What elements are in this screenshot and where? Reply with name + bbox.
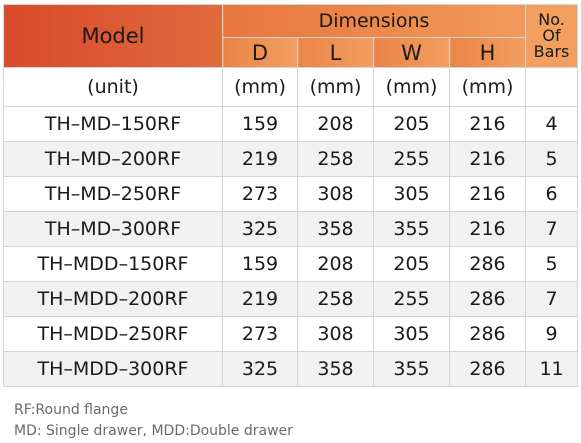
cell-l: 308: [297, 316, 374, 352]
cell-w: 355: [373, 351, 450, 387]
unit-row: (unit) (mm) (mm) (mm) (mm): [3, 67, 579, 107]
cell-w: 305: [373, 176, 450, 212]
cell-bars: 5: [525, 246, 579, 282]
header-model: Model: [3, 4, 223, 68]
header-dimensions: Dimensions: [221, 4, 527, 38]
cell-w: 205: [373, 106, 450, 142]
cell-w: 255: [373, 281, 450, 317]
cell-d: 273: [222, 316, 298, 352]
cell-l: 258: [297, 141, 374, 177]
cell-l: 358: [297, 211, 374, 247]
cell-d: 159: [222, 106, 298, 142]
cell-model: TH–MDD–200RF: [3, 281, 223, 317]
unit-l: (mm): [297, 67, 374, 107]
table-row: TH–MD–150RF 159 208 205 216 4: [3, 106, 579, 142]
cell-w: 305: [373, 316, 450, 352]
cell-h: 216: [448, 176, 527, 212]
cell-d: 219: [222, 281, 298, 317]
cell-bars: 4: [525, 106, 579, 142]
cell-model: TH–MD–300RF: [3, 211, 223, 247]
cell-l: 358: [297, 351, 374, 387]
header-bars-line-2: Of: [542, 26, 561, 45]
table-row: TH–MDD–250RF 273 308 305 286 9: [3, 316, 579, 352]
cell-d: 325: [222, 211, 298, 247]
table-row: TH–MDD–150RF 159 208 205 286 5: [3, 246, 579, 282]
header-h: H: [448, 37, 527, 68]
cell-model: TH–MD–150RF: [3, 106, 223, 142]
cell-h: 286: [448, 246, 527, 282]
cell-d: 325: [222, 351, 298, 387]
cell-h: 286: [448, 351, 527, 387]
cell-h: 286: [448, 316, 527, 352]
table-row: TH–MD–300RF 325 358 355 216 7: [3, 211, 579, 247]
footnote-md: MD: Single drawer, MDD:Double drawer: [14, 423, 293, 439]
header-row-sub: D L W H: [4, 37, 578, 68]
header-bars-line-1: No.: [538, 10, 565, 29]
cell-l: 208: [297, 106, 374, 142]
cell-l: 258: [297, 281, 374, 317]
header-d: D: [222, 37, 298, 68]
unit-w: (mm): [373, 67, 450, 107]
cell-h: 216: [448, 106, 527, 142]
unit-d: (mm): [222, 67, 298, 107]
cell-l: 208: [297, 246, 374, 282]
cell-model: TH–MDD–150RF: [3, 246, 223, 282]
unit-bars: [525, 67, 579, 107]
cell-bars: 7: [525, 211, 579, 247]
cell-bars: 5: [525, 141, 579, 177]
cell-model: TH–MDD–250RF: [3, 316, 223, 352]
cell-h: 286: [448, 281, 527, 317]
cell-bars: 11: [525, 351, 579, 387]
cell-model: TH–MDD–300RF: [3, 351, 223, 387]
cell-w: 255: [373, 141, 450, 177]
cell-h: 216: [448, 211, 527, 247]
cell-model: TH–MD–250RF: [3, 176, 223, 212]
table-row: TH–MDD–200RF 219 258 255 286 7: [3, 281, 579, 317]
unit-h: (mm): [448, 67, 527, 107]
header-bars-line-3: Bars: [533, 42, 570, 61]
cell-d: 219: [222, 141, 298, 177]
unit-model: (unit): [3, 67, 223, 107]
header-no-of-bars: No. Of Bars: [525, 4, 579, 68]
footnote-rf: RF:Round flange: [14, 402, 128, 418]
footnotes: RF:Round flange MD: Single drawer, MDD:D…: [14, 400, 293, 442]
header-row-top: Model Dimensions No. Of Bars: [3, 4, 579, 68]
table-row: TH–MD–200RF 219 258 255 216 5: [3, 141, 579, 177]
cell-d: 273: [222, 176, 298, 212]
header-l: L: [297, 37, 374, 68]
cell-bars: 6: [525, 176, 579, 212]
cell-w: 355: [373, 211, 450, 247]
cell-bars: 9: [525, 316, 579, 352]
cell-bars: 7: [525, 281, 579, 317]
cell-model: TH–MD–200RF: [3, 141, 223, 177]
table-row: TH–MD–250RF 273 308 305 216 6: [3, 176, 579, 212]
cell-h: 216: [448, 141, 527, 177]
table-row: TH–MDD–300RF 325 358 355 286 11: [3, 351, 579, 387]
cell-d: 159: [222, 246, 298, 282]
header-w: W: [373, 37, 450, 68]
dimensions-table: Model Dimensions No. Of Bars D L W H (un…: [3, 4, 579, 387]
cell-w: 205: [373, 246, 450, 282]
cell-l: 308: [297, 176, 374, 212]
